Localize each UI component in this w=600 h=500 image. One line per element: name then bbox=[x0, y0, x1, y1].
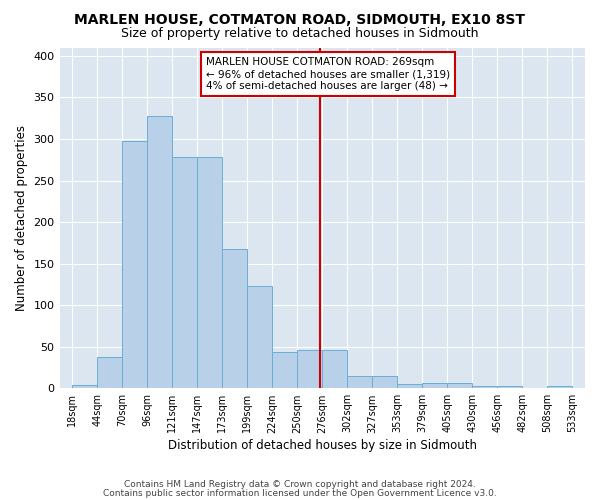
Bar bbox=[448, 384, 472, 388]
Bar bbox=[197, 157, 222, 388]
Text: MARLEN HOUSE, COTMATON ROAD, SIDMOUTH, EX10 8ST: MARLEN HOUSE, COTMATON ROAD, SIDMOUTH, E… bbox=[74, 12, 526, 26]
Bar bbox=[222, 250, 247, 388]
Bar bbox=[272, 352, 297, 389]
Bar bbox=[347, 376, 373, 388]
Bar bbox=[247, 286, 272, 388]
Bar bbox=[122, 142, 147, 388]
Bar bbox=[147, 116, 172, 388]
Bar bbox=[322, 350, 347, 389]
Y-axis label: Number of detached properties: Number of detached properties bbox=[15, 125, 28, 311]
Bar bbox=[547, 386, 572, 388]
Text: Contains public sector information licensed under the Open Government Licence v3: Contains public sector information licen… bbox=[103, 488, 497, 498]
Bar bbox=[72, 385, 97, 388]
Bar bbox=[373, 376, 397, 388]
Text: Size of property relative to detached houses in Sidmouth: Size of property relative to detached ho… bbox=[121, 28, 479, 40]
Text: MARLEN HOUSE COTMATON ROAD: 269sqm
← 96% of detached houses are smaller (1,319)
: MARLEN HOUSE COTMATON ROAD: 269sqm ← 96%… bbox=[206, 58, 450, 90]
Bar bbox=[297, 350, 322, 389]
Bar bbox=[172, 157, 197, 388]
Bar bbox=[422, 384, 448, 388]
Bar bbox=[397, 384, 422, 388]
Text: Contains HM Land Registry data © Crown copyright and database right 2024.: Contains HM Land Registry data © Crown c… bbox=[124, 480, 476, 489]
Bar bbox=[497, 386, 523, 388]
Bar bbox=[472, 386, 497, 388]
X-axis label: Distribution of detached houses by size in Sidmouth: Distribution of detached houses by size … bbox=[168, 440, 477, 452]
Bar bbox=[97, 356, 122, 388]
